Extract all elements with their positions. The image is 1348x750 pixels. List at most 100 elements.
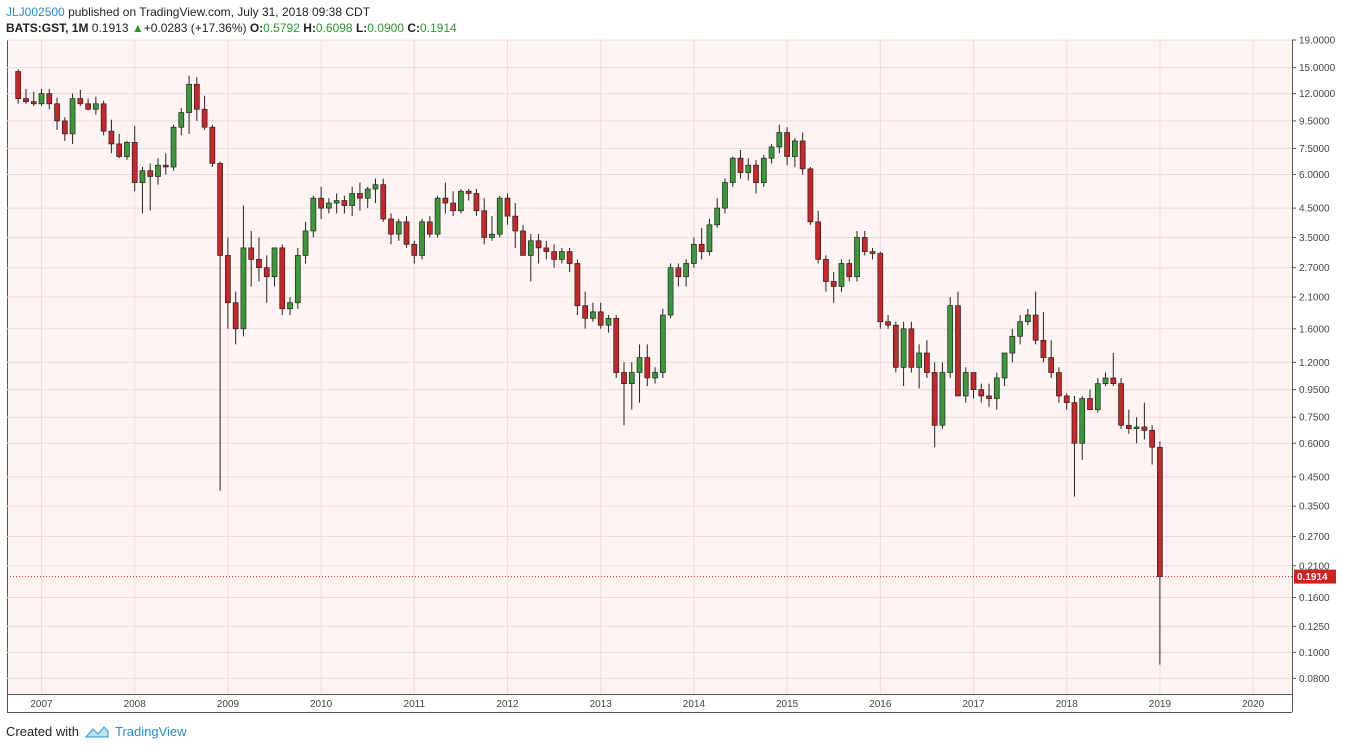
candle — [302, 221, 309, 264]
candle-body — [1157, 447, 1163, 577]
candle-body — [38, 93, 45, 105]
candle — [621, 362, 627, 426]
change-arrow-icon: ▲ — [131, 21, 144, 35]
candle-body — [217, 163, 223, 256]
last-price: 0.1913 — [91, 21, 129, 35]
low-value: 0.0900 — [367, 21, 404, 35]
x-tick-label: 2016 — [869, 699, 892, 710]
candle-body — [846, 263, 853, 278]
candle — [279, 244, 286, 316]
candle-body — [776, 132, 783, 148]
x-tick-label: 2007 — [30, 699, 53, 710]
candle-body — [279, 247, 286, 310]
candle — [1001, 352, 1008, 386]
y-tick-label: 1.2000 — [1299, 358, 1330, 369]
candle-body — [1001, 352, 1008, 379]
candle-body — [792, 140, 798, 157]
candle-body — [1125, 424, 1132, 430]
candle — [1141, 402, 1148, 440]
candle-body — [582, 305, 589, 319]
candle-body — [54, 103, 60, 122]
candle-body — [442, 197, 449, 204]
candle-body — [1094, 383, 1101, 411]
candle-body — [962, 372, 969, 397]
publisher-link[interactable]: JLJ002500 — [6, 5, 65, 19]
candle-body — [162, 164, 169, 168]
candle-body — [193, 83, 200, 110]
candle-body — [1149, 430, 1155, 448]
candle-body — [986, 395, 992, 399]
candle — [341, 195, 348, 214]
grid-lines — [7, 39, 1292, 694]
candle — [900, 321, 907, 386]
candle-body — [248, 247, 255, 260]
candle-body — [729, 157, 736, 183]
x-tick-label: 2009 — [217, 699, 240, 710]
candle — [613, 315, 620, 378]
candle-body — [543, 247, 550, 252]
candle-body — [302, 230, 309, 256]
candle-body — [201, 108, 208, 128]
candle — [1048, 340, 1055, 378]
candle — [1025, 308, 1031, 326]
candle-body — [225, 255, 231, 304]
tradingview-brand-link[interactable]: TradingView — [84, 724, 187, 740]
candle — [737, 150, 744, 179]
candle — [807, 166, 814, 225]
candle — [830, 272, 837, 303]
candle — [527, 234, 534, 282]
y-tick-label: 12.0000 — [1299, 89, 1336, 100]
candle-body — [869, 251, 876, 254]
candle — [419, 218, 425, 260]
candle — [768, 143, 775, 164]
candle-body — [512, 215, 519, 232]
candle-body — [186, 83, 192, 113]
candle-body — [388, 218, 394, 235]
candle — [1102, 372, 1109, 386]
candle — [706, 218, 713, 256]
candle-body — [1032, 314, 1039, 341]
open-value: 0.5792 — [263, 21, 300, 35]
candle-body — [116, 143, 123, 157]
candle — [559, 247, 565, 264]
candle — [263, 255, 270, 303]
candle — [698, 227, 705, 260]
candle-body — [993, 377, 1000, 399]
candle-body — [1071, 402, 1078, 444]
candle-body — [714, 207, 721, 226]
candle — [908, 321, 915, 373]
candle — [69, 93, 76, 144]
candle — [1079, 395, 1086, 460]
y-tick-label: 0.1000 — [1299, 648, 1330, 659]
candle — [411, 240, 418, 264]
x-tick-label: 2008 — [124, 699, 147, 710]
candle-body — [924, 352, 930, 373]
y-axis-panel — [1292, 40, 1348, 714]
y-tick-label: 0.0800 — [1299, 674, 1330, 685]
candle-body — [489, 233, 495, 238]
y-tick-label: 0.9500 — [1299, 385, 1330, 396]
candle — [877, 251, 884, 329]
candle-body — [271, 247, 278, 278]
candle — [597, 302, 604, 329]
candle — [1133, 417, 1140, 444]
candle — [924, 340, 930, 378]
y-axis: 19.0000 15.0000 12.0000 9.5000 7.5000 6.0000 4… — [1292, 36, 1336, 685]
candle — [1032, 291, 1039, 345]
candle-body — [768, 146, 775, 159]
last-price-label: 0.1914 — [1297, 572, 1328, 583]
candle — [1125, 409, 1132, 434]
candle-body — [799, 140, 806, 170]
candle — [504, 193, 511, 225]
candles — [15, 69, 1163, 665]
candle — [364, 186, 371, 209]
x-tick-label: 2019 — [1149, 699, 1172, 710]
candle-body — [652, 372, 658, 379]
candle — [380, 178, 387, 222]
candle-body — [636, 357, 643, 373]
brand-label: TradingView — [114, 724, 187, 739]
candle — [403, 216, 410, 248]
candle-body — [931, 372, 938, 426]
candle — [535, 234, 542, 264]
